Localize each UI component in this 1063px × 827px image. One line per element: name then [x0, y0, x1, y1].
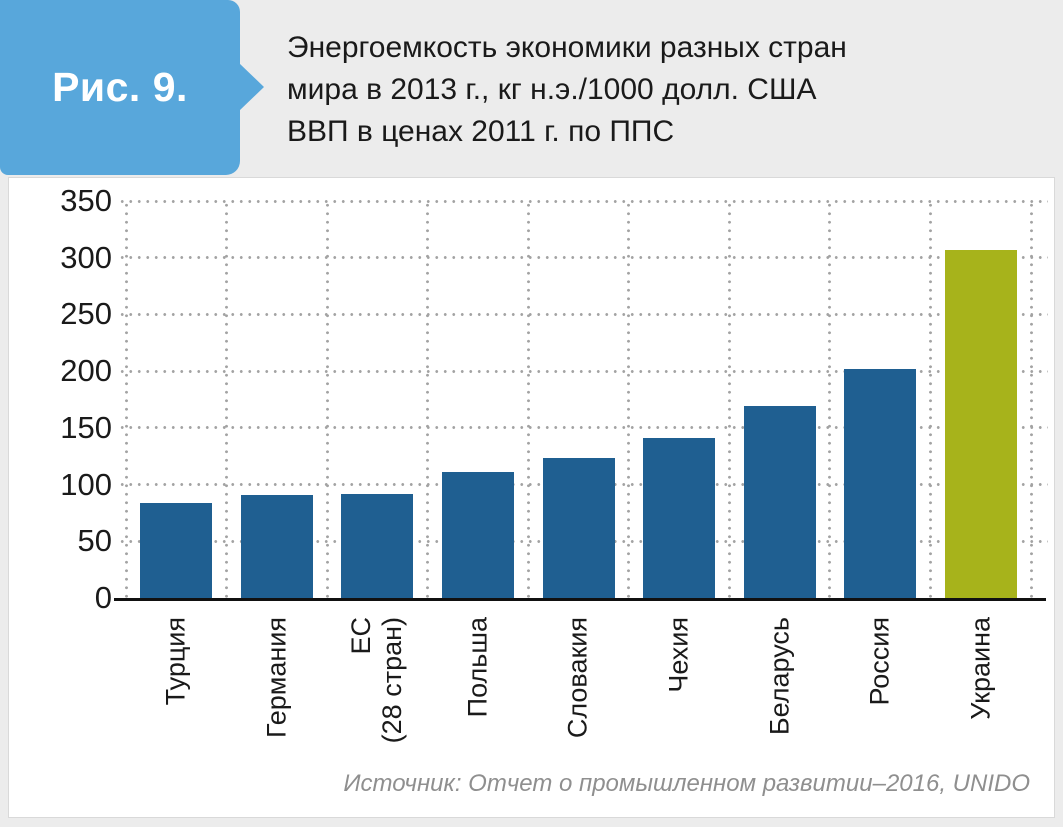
category-label: Россия — [864, 617, 895, 706]
y-tick-label: 50 — [77, 523, 112, 559]
gridline-vertical — [325, 201, 329, 598]
category-cell: Беларусь — [729, 613, 830, 795]
category-cell: Россия — [830, 613, 931, 795]
category-label: Украина — [965, 617, 996, 720]
category-cell: Германия — [227, 613, 328, 795]
y-tick-label: 0 — [94, 580, 112, 615]
y-tick-label: 100 — [60, 466, 112, 502]
bar-8 — [844, 368, 917, 598]
gridline-vertical — [225, 201, 229, 598]
category-label: Чехия — [663, 617, 694, 693]
gridline-horizontal — [118, 256, 1048, 260]
bar-1 — [140, 502, 213, 598]
bar-2 — [240, 494, 313, 598]
bar-4 — [441, 472, 514, 598]
plot-area — [118, 199, 1048, 598]
y-tick-label: 350 — [60, 183, 112, 218]
category-label: Словакия — [562, 617, 593, 739]
source-note: Источник: Отчет о промышленном развитии–… — [343, 770, 1030, 797]
y-tick-label: 250 — [60, 296, 112, 332]
gridline-vertical — [627, 201, 631, 598]
bar-5 — [542, 458, 615, 598]
gridline-vertical — [526, 201, 530, 598]
gridline-vertical — [928, 201, 932, 598]
gridline-vertical — [124, 201, 128, 598]
category-cell: Турция — [126, 613, 227, 795]
bar-7 — [743, 406, 816, 598]
category-cell: Словакия — [528, 613, 629, 795]
gridline-vertical — [1029, 201, 1033, 598]
bar-9 — [944, 249, 1017, 598]
y-tick-label: 200 — [60, 353, 112, 389]
category-label: ЕС (28 стран) — [346, 617, 408, 744]
figure-number-badge: Рис. 9. — [0, 0, 240, 175]
gridline-vertical — [426, 201, 430, 598]
gridline-horizontal — [118, 369, 1048, 373]
figure-number-label: Рис. 9. — [52, 64, 188, 110]
x-category-labels: Турция Германия ЕС (28 стран) Польша Словаки… — [126, 613, 1031, 795]
gridline-horizontal — [118, 312, 1048, 316]
bar-6 — [643, 438, 716, 598]
y-tick-label: 300 — [60, 239, 112, 275]
category-label: Германия — [261, 617, 292, 739]
category-cell: ЕС (28 стран) — [327, 613, 428, 795]
category-cell: Польша — [428, 613, 529, 795]
gridline-horizontal — [118, 426, 1048, 430]
chart-card: 0 50 100 150 200 250 300 350 Турция Германия ЕС (… — [8, 177, 1055, 818]
category-label: Польша — [462, 617, 493, 718]
x-axis-line — [114, 598, 1046, 601]
gridline-vertical — [727, 201, 731, 598]
category-label: Беларусь — [764, 617, 795, 736]
y-tick-label: 150 — [60, 409, 112, 445]
figure-title: Энергоемкость экономики разных стран мир… — [287, 31, 847, 148]
gridline-vertical — [828, 201, 832, 598]
bar-3 — [341, 493, 414, 598]
gridline-horizontal — [118, 199, 1048, 203]
category-label: Турция — [160, 617, 191, 706]
category-cell: Украина — [930, 613, 1031, 795]
figure-header: Рис. 9. Энергоемкость экономики разных с… — [0, 0, 1063, 177]
badge-chevron-right-icon — [239, 63, 264, 111]
category-cell: Чехия — [629, 613, 730, 795]
